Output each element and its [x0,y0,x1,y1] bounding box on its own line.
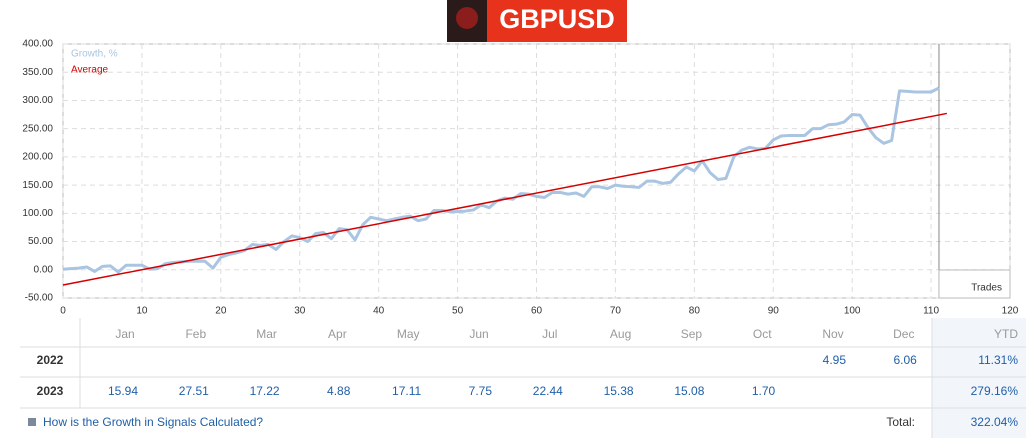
ytd-column [932,318,1026,438]
y-tick-label: 400.00 [22,39,53,50]
month-header: Jul [542,327,557,341]
series-line [62,112,948,286]
x-tick-label: 80 [689,306,701,317]
ytd-header: YTD [994,327,1018,341]
legend-entry: Growth, % [71,49,118,60]
link-icon [28,418,36,426]
month-value: 1.70 [752,384,776,398]
month-header: Feb [185,327,206,341]
x-tick-label: 40 [373,306,385,317]
x-tick-label: 90 [768,306,780,317]
x-tick-label: 100 [844,306,861,317]
legend-entry: Average [71,65,109,76]
month-value: 15.38 [604,384,634,398]
table: How is the Growth in Signals Calculated?… [20,318,1026,438]
x-tick-label: 30 [294,306,306,317]
x-tick-label: 70 [610,306,622,317]
x-tick-label: 60 [531,306,543,317]
y-tick-label: 250.00 [22,123,53,134]
month-value: 4.88 [327,384,351,398]
x-tick-label: 20 [215,306,227,317]
x-label-box [938,269,1011,299]
month-value: 7.75 [469,384,493,398]
month-value: 27.51 [179,384,209,398]
month-header: Aug [610,327,631,341]
month-header: Sep [681,327,703,341]
y-tick-label: 150.00 [22,180,53,191]
month-value: 4.95 [823,353,847,367]
month-header: May [397,327,420,341]
y-tick-label: 300.00 [22,95,53,106]
y-tick-label: -50.00 [25,293,54,304]
year-label: 2022 [37,353,64,367]
help-link[interactable]: How is the Growth in Signals Calculated? [43,415,263,429]
total-value: 322.04% [971,415,1019,429]
month-header: Dec [893,327,914,341]
x-tick-label: 110 [923,306,939,317]
ytd-value: 11.31% [978,353,1018,367]
title: GBPUSD [499,4,615,34]
y-tick-label: 100.00 [22,208,53,219]
x-tick-label: 10 [136,306,148,317]
series-line [62,86,940,274]
year-label: 2023 [37,384,64,398]
month-value: 22.44 [533,384,563,398]
month-value: 17.11 [392,384,421,398]
month-header: Jun [469,327,488,341]
y-tick-label: 0.00 [34,264,54,275]
y-tick-label: 350.00 [22,67,53,78]
x-tick-label: 50 [452,306,464,317]
ytd-value: 279.16% [971,384,1019,398]
month-header: Mar [256,327,277,341]
month-value: 15.08 [674,384,704,398]
logo-icon-shape [456,7,478,29]
month-header: Apr [328,327,347,341]
y-tick-label: 200.00 [22,152,53,163]
logo-banner [487,0,627,42]
x-tick-label: 120 [1002,306,1019,317]
month-header: Nov [822,327,843,341]
month-header: Oct [753,327,772,341]
month-value: 17.22 [250,384,280,398]
month-header: Jan [115,327,134,341]
x-tick-label: 0 [60,306,66,317]
total-label: Total: [886,415,915,429]
x-axis-label: Trades [971,283,1002,294]
y-tick-label: 50.00 [28,236,53,247]
month-value: 15.94 [108,384,138,398]
month-value: 6.06 [893,353,917,367]
